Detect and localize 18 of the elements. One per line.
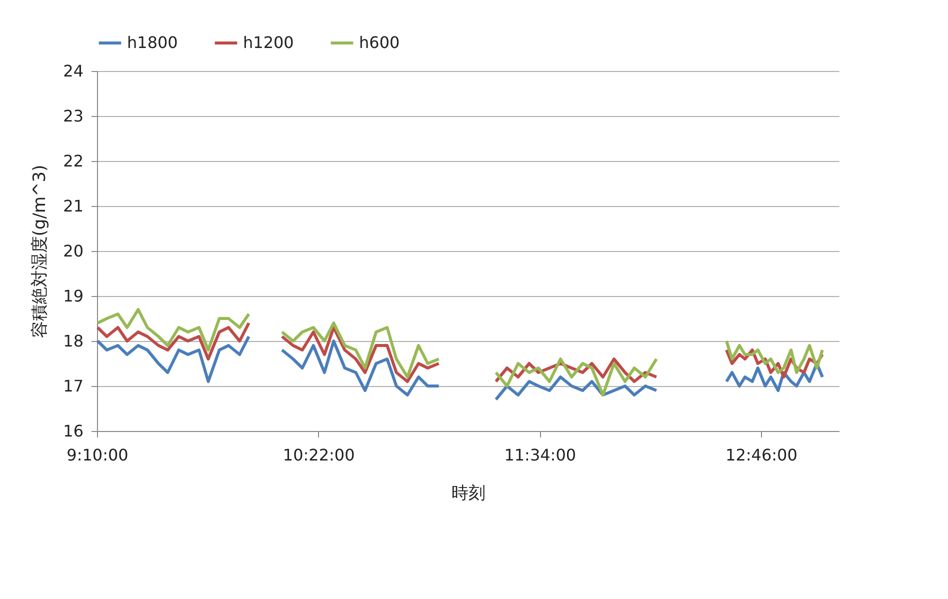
legend-label: h1200	[243, 33, 294, 52]
x-tick-label: 9:10:00	[66, 446, 128, 464]
y-tick-label: 24	[63, 62, 84, 80]
y-tick-label: 17	[63, 376, 84, 396]
y-tick-label: 21	[63, 196, 84, 216]
legend-label: h1800	[127, 33, 178, 52]
y-tick-label: 18	[63, 332, 84, 350]
y-tick-label: 20	[63, 242, 84, 260]
y-axis-title: 容積絶対湿度(g/m^3)	[30, 164, 50, 338]
x-tick-label: 10:22:00	[282, 446, 355, 464]
y-tick-label: 22	[63, 152, 84, 170]
y-tick-label: 16	[63, 422, 84, 440]
y-tick-label: 23	[63, 106, 84, 126]
y-tick-label: 19	[63, 286, 84, 306]
x-tick-label: 12:46:00	[726, 446, 798, 464]
x-axis-title: 時刻	[452, 484, 486, 504]
legend-label: h600	[359, 33, 400, 52]
x-tick-label: 11:34:00	[504, 446, 576, 464]
